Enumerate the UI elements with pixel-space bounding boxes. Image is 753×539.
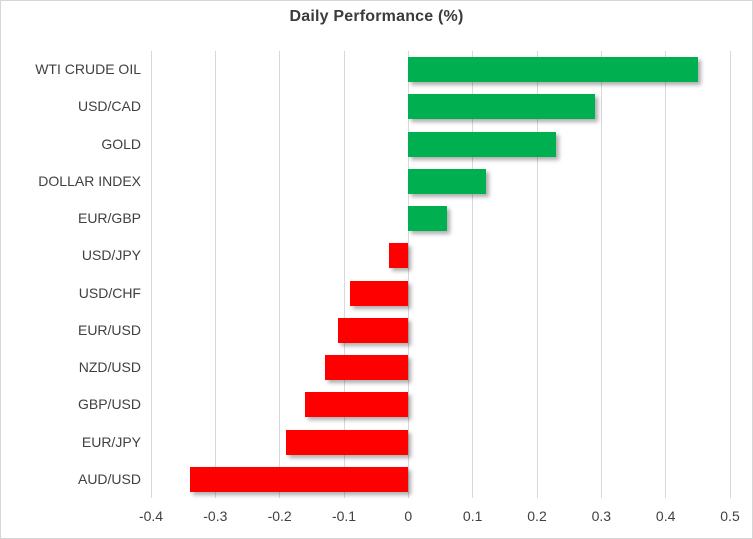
- bar-eur-jpy: [286, 429, 409, 455]
- category-label-usd-cad: USD/CAD: [77, 98, 141, 115]
- category-label-wti-crude-oil: WTI CRUDE OIL: [35, 61, 141, 78]
- bar-usd-jpy: [389, 243, 409, 269]
- gridline-neg0p1: [343, 51, 345, 498]
- category-axis: WTI CRUDE OIL USD/CAD GOLD DOLLAR INDEX EUR/…: [1, 51, 141, 498]
- x-tick-label-neg0p4: -0.4: [138, 508, 164, 524]
- gridline-0p3: [600, 51, 602, 498]
- x-tick-label-0p4: 0.4: [655, 508, 676, 524]
- gridline-0p1: [472, 51, 474, 498]
- category-label-eur-gbp: EUR/GBP: [77, 210, 141, 227]
- gridline-0p4: [665, 51, 667, 498]
- category-label-nzd-usd: NZD/USD: [78, 359, 141, 376]
- category-label-usd-chf: USD/CHF: [78, 284, 141, 301]
- category-label-eur-usd: EUR/USD: [77, 321, 141, 338]
- gridline-0p5: [729, 51, 731, 498]
- category-label-gbp-usd: GBP/USD: [77, 396, 141, 413]
- gridline-0p2: [536, 51, 538, 498]
- bar-wti-crude-oil: [408, 57, 698, 83]
- gridline-neg0p4: [150, 51, 152, 498]
- plot-area: [150, 51, 731, 498]
- category-label-aud-usd: AUD/USD: [77, 470, 141, 487]
- x-tick-label-0p1: 0.1: [462, 508, 483, 524]
- x-tick-label-0: 0: [404, 508, 413, 524]
- bar-usd-cad: [408, 94, 595, 120]
- category-label-dollar-index: DOLLAR INDEX: [38, 172, 141, 189]
- category-label-eur-jpy: EUR/JPY: [81, 433, 141, 450]
- bar-gold: [408, 131, 557, 157]
- chart-title: Daily Performance (%): [289, 8, 464, 25]
- gridline-0: [407, 51, 409, 498]
- bar-dollar-index: [408, 168, 486, 194]
- x-tick-label-neg0p3: -0.3: [203, 508, 228, 524]
- bar-eur-gbp: [408, 206, 447, 232]
- bar-eur-usd: [337, 317, 409, 343]
- category-label-gold: GOLD: [101, 135, 141, 152]
- gridline-neg0p3: [214, 51, 216, 498]
- bar-usd-chf: [350, 280, 409, 306]
- x-tick-label-0p2: 0.2: [527, 508, 547, 524]
- bar-aud-usd: [189, 466, 409, 492]
- x-tick-label-neg0p1: -0.1: [331, 508, 357, 524]
- gridline-neg0p2: [279, 51, 281, 498]
- x-tick-label-0p3: 0.3: [591, 508, 612, 524]
- x-tick-label-0p5: 0.5: [720, 508, 740, 524]
- bar-gbp-usd: [305, 392, 409, 418]
- x-tick-label-neg0p2: -0.2: [267, 508, 292, 524]
- bar-nzd-usd: [324, 355, 409, 381]
- category-label-usd-jpy: USD/JPY: [81, 247, 141, 264]
